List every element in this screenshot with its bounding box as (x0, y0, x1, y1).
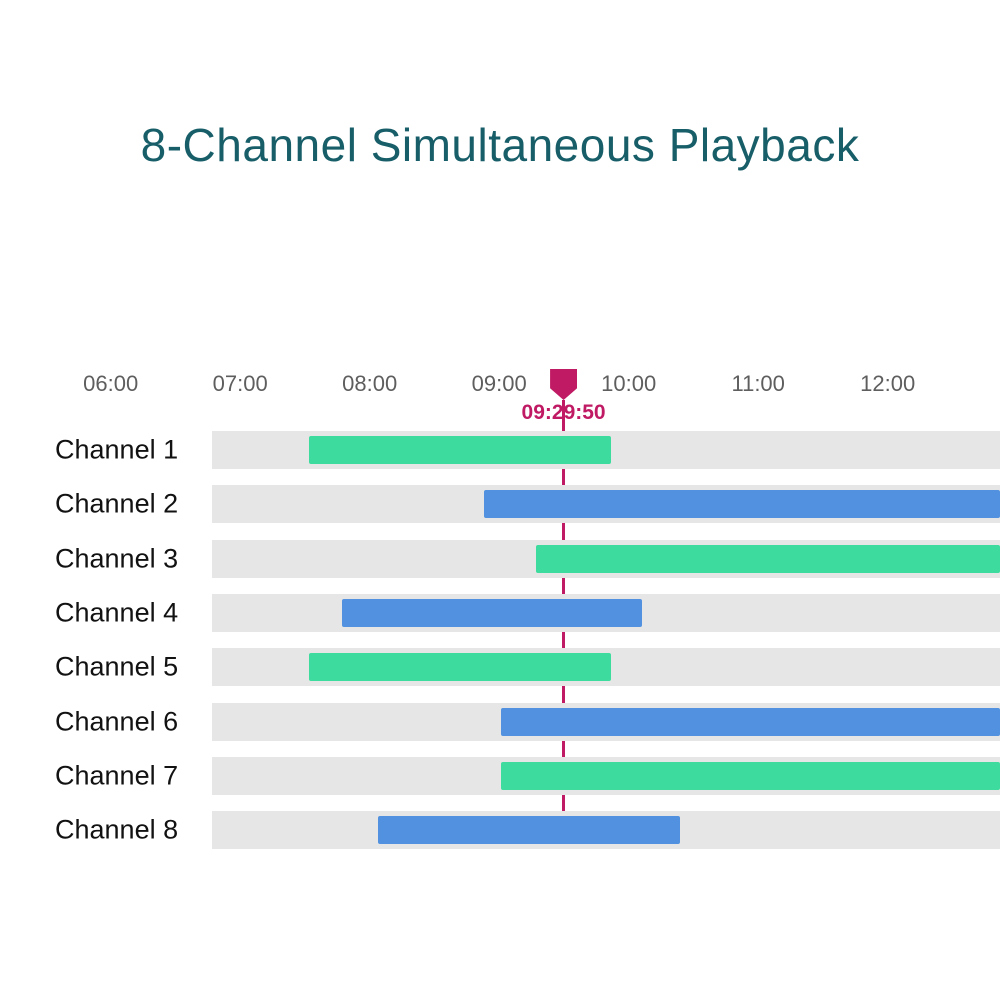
recording-segment[interactable] (378, 816, 681, 845)
channel-row: Channel 5 (0, 648, 1000, 687)
channel-row: Channel 4 (0, 593, 1000, 632)
channel-rows: Channel 1 Channel 2 Channel 3 Channel 4 Chan… (0, 431, 1000, 851)
recording-segment[interactable] (484, 490, 1000, 519)
axis-tick: 06:00 (83, 371, 139, 396)
channel-track[interactable] (212, 485, 1000, 524)
channel-label: Channel 7 (55, 760, 179, 791)
channel-label: Channel 8 (55, 814, 179, 845)
channel-label: Channel 6 (55, 706, 179, 736)
axis-tick: 12:00 (860, 371, 916, 396)
channel-track[interactable] (212, 593, 1000, 632)
channel-row: Channel 3 (0, 539, 1000, 578)
recording-segment[interactable] (341, 598, 642, 627)
channel-label: Channel 1 (55, 434, 179, 465)
channel-label: Channel 3 (55, 543, 179, 574)
channel-row: Channel 7 (0, 756, 1000, 795)
axis-tick: 09:00 (471, 371, 527, 396)
axis-tick: 11:00 (731, 371, 785, 396)
channel-track[interactable] (212, 648, 1000, 687)
axis-tick: 08:00 (342, 371, 398, 396)
channel-track[interactable] (212, 756, 1000, 795)
recording-segment[interactable] (501, 761, 1000, 790)
channel-track[interactable] (212, 702, 1000, 741)
channel-label: Channel 2 (55, 488, 179, 519)
channel-row: Channel 6 (0, 702, 1000, 741)
chart-title: 8-Channel Simultaneous Playback (140, 119, 860, 171)
channel-row: Channel 8 (0, 811, 1000, 850)
recording-segment[interactable] (309, 653, 612, 682)
axis-tick: 07:00 (212, 371, 268, 396)
channel-track[interactable] (212, 431, 1000, 469)
channel-track[interactable] (212, 811, 1000, 850)
axis-tick: 10:00 (601, 371, 657, 396)
recording-segment[interactable] (501, 707, 1000, 736)
playhead-marker-icon[interactable] (550, 369, 578, 400)
channel-label: Channel 5 (55, 651, 179, 682)
channel-label: Channel 4 (55, 597, 179, 628)
channel-row: Channel 1 (0, 431, 1000, 469)
recording-segment[interactable] (309, 436, 612, 464)
channel-track[interactable] (212, 539, 1000, 578)
recording-segment[interactable] (535, 544, 1000, 573)
channel-row: Channel 2 (0, 485, 1000, 524)
